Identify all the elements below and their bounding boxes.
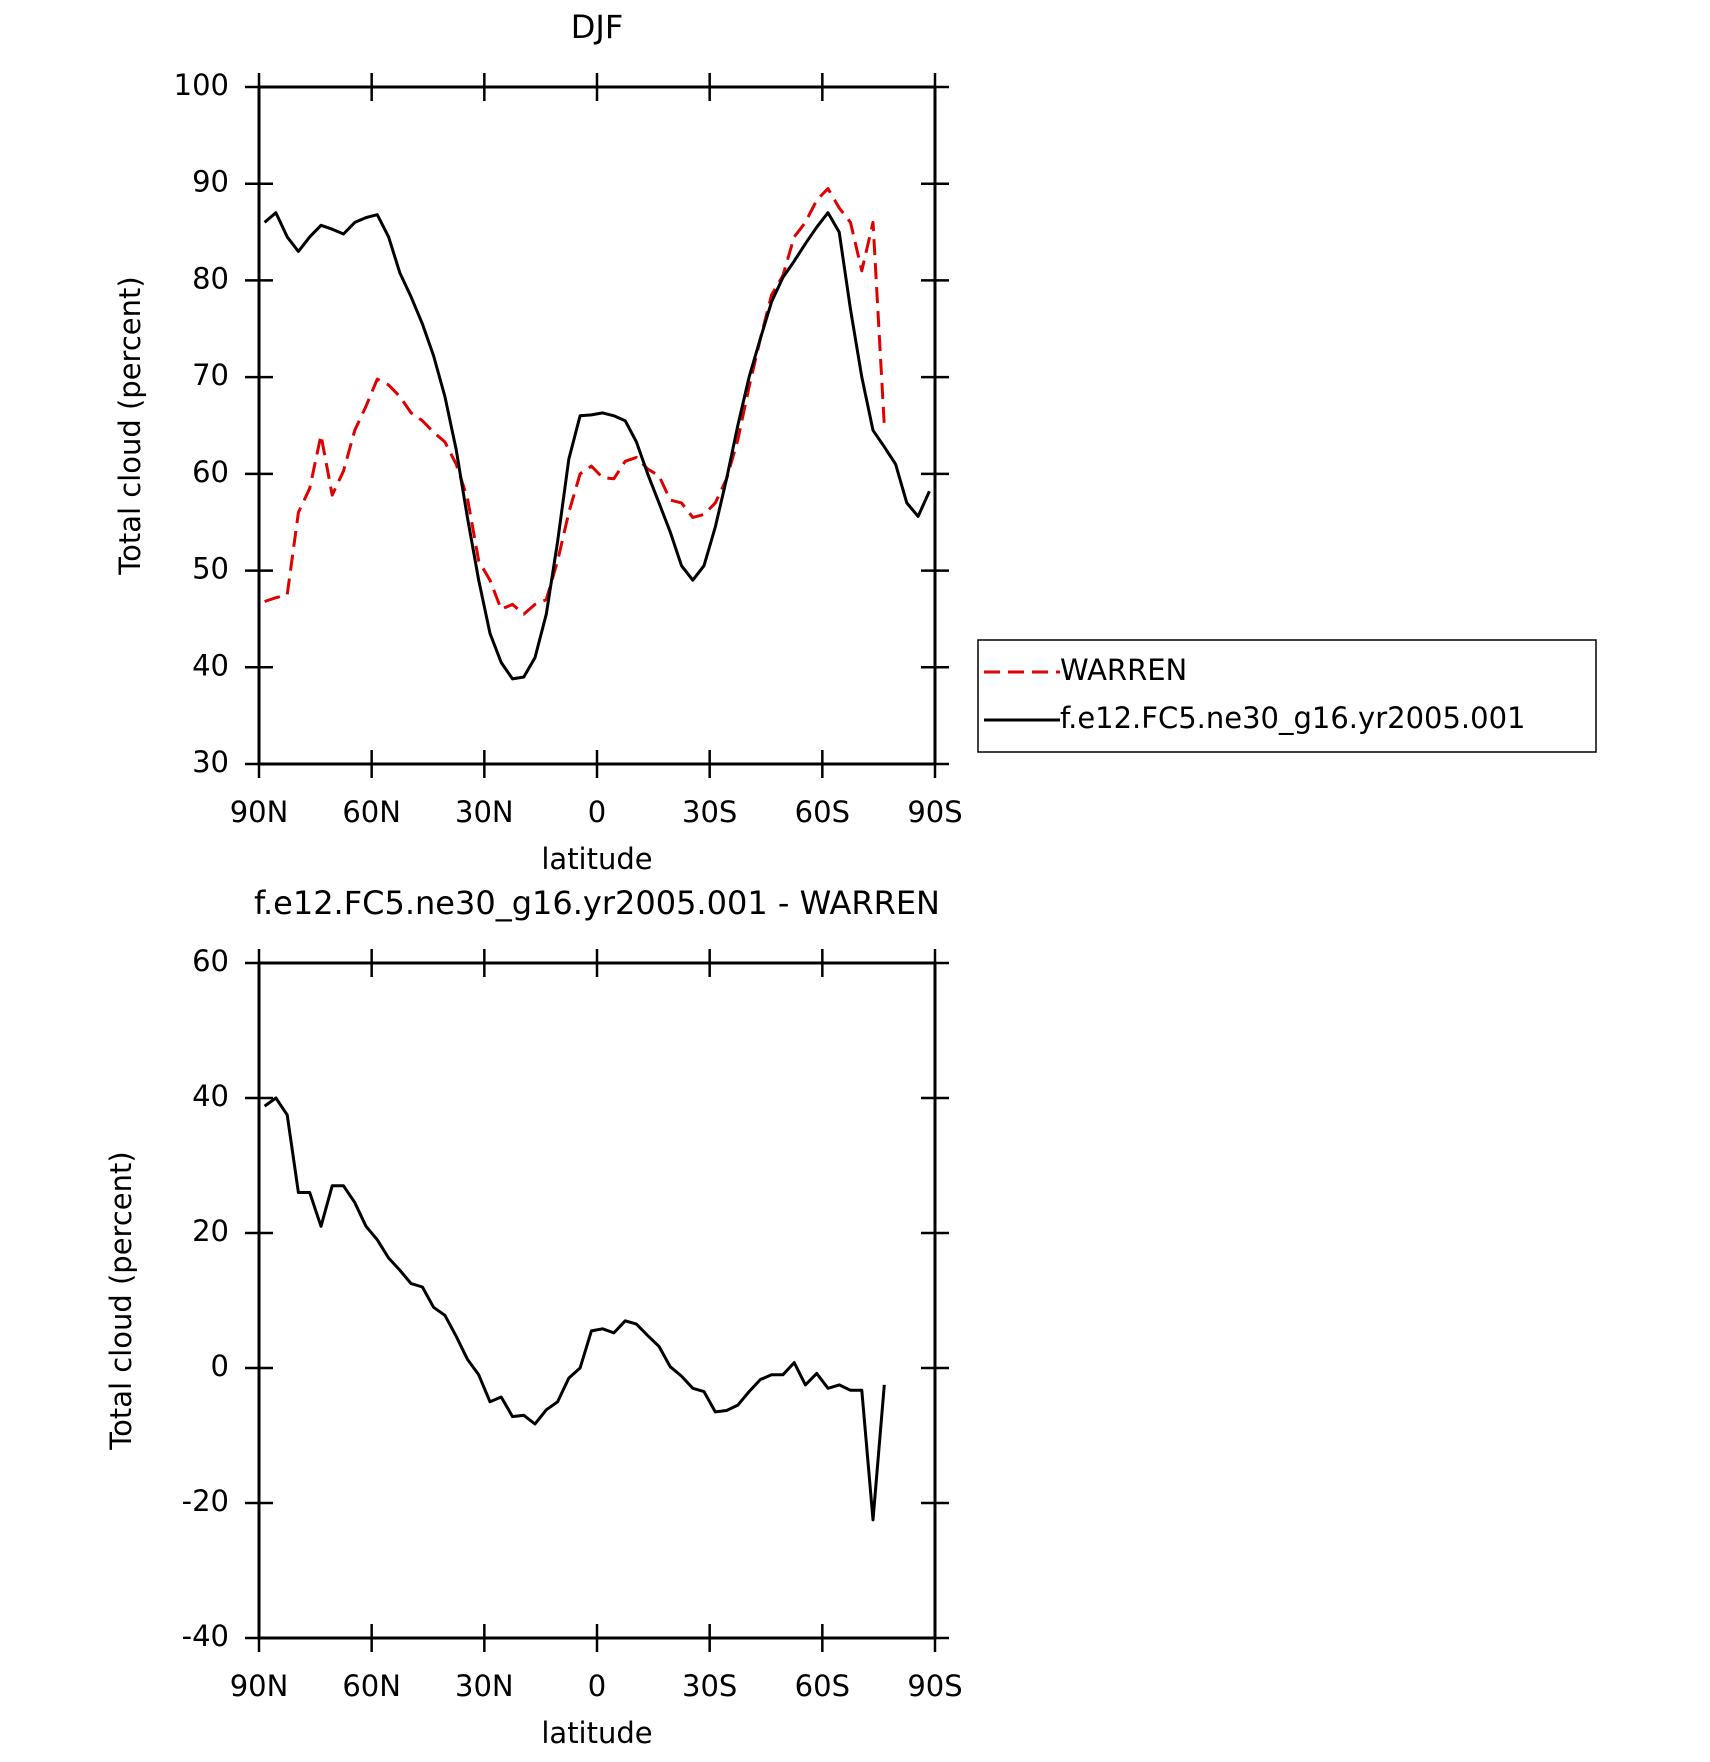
y-tick-label: 60 <box>192 944 229 978</box>
x-tick-label: 60S <box>795 795 850 829</box>
x-axis-label: latitude <box>541 1716 652 1750</box>
x-tick-label: 60S <box>795 1669 850 1703</box>
x-axis-label: latitude <box>541 842 652 876</box>
y-tick-label: 80 <box>192 261 229 295</box>
x-tick-label: 30S <box>682 1669 737 1703</box>
legend-label: f.e12.FC5.ne30_g16.yr2005.001 <box>1060 701 1526 735</box>
data-line <box>264 187 886 616</box>
y-tick-label: 60 <box>192 455 229 489</box>
y-axis-label: Total cloud (percent) <box>113 276 147 575</box>
x-tick-label: 0 <box>588 795 606 829</box>
chart-title: DJF <box>571 8 623 46</box>
x-tick-label: 90N <box>230 1669 289 1703</box>
y-tick-label: 70 <box>192 358 229 392</box>
x-tick-label: 30S <box>682 795 737 829</box>
chart-title: f.e12.FC5.ne30_g16.yr2005.001 - WARREN <box>254 884 940 922</box>
x-tick-label: 30N <box>455 1669 514 1703</box>
x-tick-label: 60N <box>342 1669 401 1703</box>
legend-label: WARREN <box>1060 653 1187 687</box>
y-tick-label: 20 <box>192 1214 229 1248</box>
y-tick-label: 50 <box>192 552 229 586</box>
y-tick-label: 100 <box>174 68 229 102</box>
x-tick-label: 30N <box>455 795 514 829</box>
data-line <box>263 211 931 681</box>
plot-frame <box>257 85 937 766</box>
x-tick-label: 90S <box>907 1669 962 1703</box>
x-tick-label: 60N <box>342 795 401 829</box>
legend-box <box>977 639 1597 753</box>
y-axis-label: Total cloud (percent) <box>104 1151 138 1450</box>
y-tick-label: -20 <box>182 1484 229 1518</box>
y-tick-label: 40 <box>192 1079 229 1113</box>
data-line <box>263 1096 886 1522</box>
x-tick-label: 90S <box>907 795 962 829</box>
y-tick-label: -40 <box>182 1619 229 1653</box>
y-tick-label: 40 <box>192 648 229 682</box>
x-tick-label: 0 <box>588 1669 606 1703</box>
y-tick-label: 90 <box>192 165 229 199</box>
plot-frame <box>257 961 937 1640</box>
y-tick-label: 0 <box>211 1349 229 1383</box>
x-tick-label: 90N <box>230 795 289 829</box>
y-tick-label: 30 <box>192 745 229 779</box>
